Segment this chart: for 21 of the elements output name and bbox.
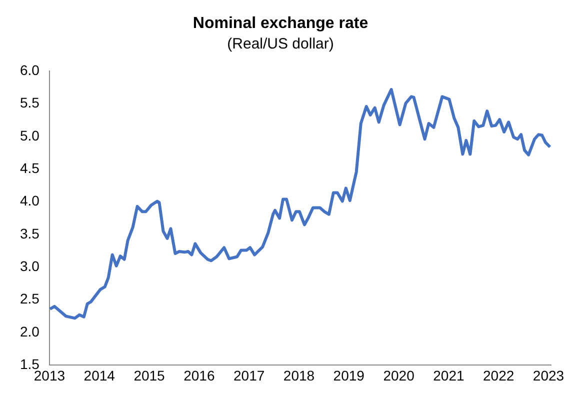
y-tick-label: 5.0: [20, 127, 40, 144]
x-tick-label: 2018: [283, 367, 315, 384]
x-tick-label: 2020: [383, 367, 415, 384]
x-tick-label: 2023: [532, 367, 564, 384]
x-tick-label: 2014: [84, 367, 116, 384]
x-tick-label: 2016: [184, 367, 215, 384]
y-tick-label: 6.0: [20, 62, 40, 78]
y-tick-label: 4.5: [20, 160, 40, 176]
chart-subtitle: (Real/US dollar): [227, 35, 334, 52]
y-tick-label: 3.0: [20, 258, 40, 274]
x-tick-label: 2015: [134, 367, 166, 384]
y-tick-label: 2.5: [20, 290, 40, 307]
y-tick-label: 5.5: [20, 94, 40, 111]
y-tick-label: 3.5: [20, 225, 40, 242]
x-tick-label: 2022: [483, 367, 514, 384]
x-tick-label: 2019: [333, 367, 365, 384]
chart-title: Nominal exchange rate: [192, 15, 368, 32]
x-tick-label: 2017: [234, 367, 265, 384]
x-tick-label: 2021: [433, 367, 464, 384]
y-tick-label: 2.0: [20, 323, 40, 340]
y-tick-label: 4.0: [20, 192, 40, 209]
